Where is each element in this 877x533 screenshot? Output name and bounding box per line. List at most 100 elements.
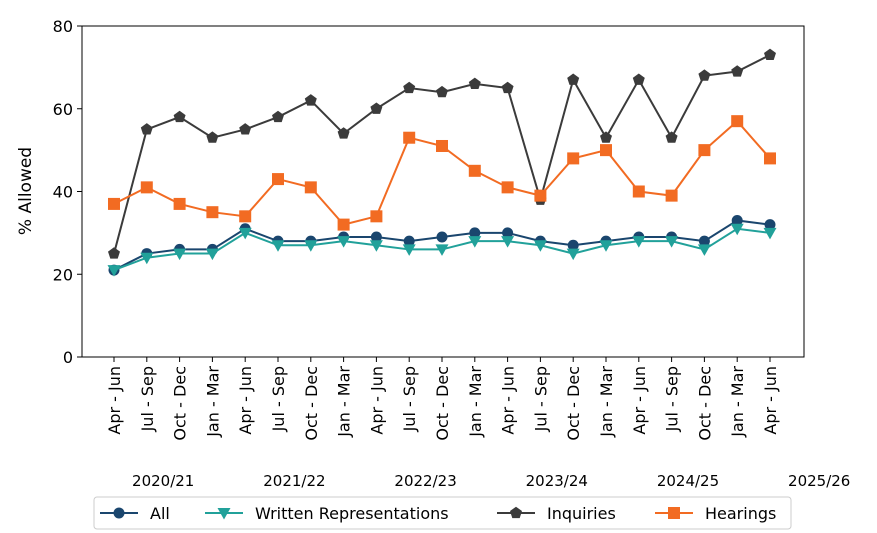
financial-year-label: 2021/22 [263,472,325,490]
data-point [272,173,284,186]
series-line [113,54,771,254]
x-tick-label: Apr - Jun [630,366,649,435]
data-point [238,227,252,240]
data-point [173,248,187,261]
x-tick-label: Apr - Jun [105,366,124,435]
data-point [567,239,579,251]
data-point [239,123,252,135]
legend: All Written Representations Inquiries Heari… [93,496,792,530]
financial-year-labels: 2020/21 2021/22 2022/23 2023/24 2024/25 2025/… [132,472,850,490]
data-point [600,131,612,143]
x-tick-label: Oct - Dec [695,366,714,441]
data-point [140,252,154,265]
x-tick-label: Oct - Dec [564,366,583,441]
data-point [599,240,613,252]
data-point [665,131,678,143]
data-point [239,210,252,223]
data-point [173,197,186,210]
data-point [698,69,711,81]
data-point [632,185,645,198]
financial-year-label: 2024/25 [657,472,719,490]
data-point [337,127,350,139]
data-point [206,131,219,143]
data-point [731,115,744,128]
data-point [763,227,777,240]
data-point [140,181,153,194]
y-tick-label: 60 [53,100,73,119]
data-point [206,206,219,219]
data-point [533,240,547,252]
data-point [567,152,580,165]
data-point [731,214,743,226]
legend-label: Inquiries [547,504,616,523]
data-point [304,181,317,194]
data-point [501,236,515,248]
plot-frame [81,25,805,358]
data-point [632,73,645,85]
data-point [369,240,383,252]
data-point [436,231,448,243]
y-tick-label: 20 [53,265,73,284]
x-tick-label: Oct - Dec [171,366,190,441]
data-point [698,235,710,247]
data-point [403,131,416,144]
x-tick-label: Jan - Mar [203,366,222,438]
financial-year-label: 2020/21 [132,472,194,490]
series-inquiries [108,48,776,259]
data-point [730,223,744,236]
x-tick-label: Jul - Sep [531,366,550,432]
x-tick-label: Apr - Jun [367,366,386,435]
data-point [698,144,711,157]
data-point [600,144,612,157]
x-tick-label: Jan - Mar [597,366,616,438]
financial-year-label: 2025/26 [788,472,850,490]
x-tick-label: Jul - Sep [269,366,288,432]
data-point [140,123,153,135]
data-point [469,227,481,239]
financial-year-label: 2022/23 [394,472,456,490]
data-point [370,210,383,223]
x-tick-label: Jul - Sep [400,366,419,432]
y-tick-label: 40 [53,183,73,202]
data-point [665,236,679,248]
x-tick-label: Jan - Mar [728,366,747,438]
data-point [697,244,711,256]
data-point [501,181,514,194]
data-point [173,110,186,123]
y-tick-label: 80 [53,17,73,36]
data-point [403,81,416,94]
series-hearings [108,115,776,231]
x-tick-label: Apr - Jun [236,366,255,435]
data-point [403,235,415,247]
data-point [217,508,231,520]
y-axis-title: % Allowed [16,147,36,235]
x-tick-label: Apr - Jun [761,366,780,435]
legend-box [93,496,792,530]
data-point [468,164,481,177]
data-point [510,506,522,519]
data-point [502,227,514,239]
legend-entry: All [100,504,170,523]
data-point [436,139,448,152]
data-point [271,240,285,252]
data-point [764,219,776,231]
series-written-representations [107,223,777,277]
data-point [304,94,317,106]
data-point [107,265,121,277]
x-tick-label: Jan - Mar [466,366,485,438]
data-point [272,110,284,123]
x-axis-ticks: Apr - Jun Jul - Sep Oct - Dec Jan - Mar Apr … [105,357,780,441]
data-point [534,189,547,202]
data-point [435,244,449,256]
data-point [665,189,678,202]
plot-area [107,48,777,277]
legend-label: All [150,504,170,523]
data-point [205,248,219,261]
data-point [764,152,776,165]
x-tick-label: Jul - Sep [663,366,682,432]
x-tick-label: Oct - Dec [433,366,452,441]
axes: 0 20 40 60 80 [53,17,805,367]
data-point [731,65,744,77]
data-point [370,102,383,114]
